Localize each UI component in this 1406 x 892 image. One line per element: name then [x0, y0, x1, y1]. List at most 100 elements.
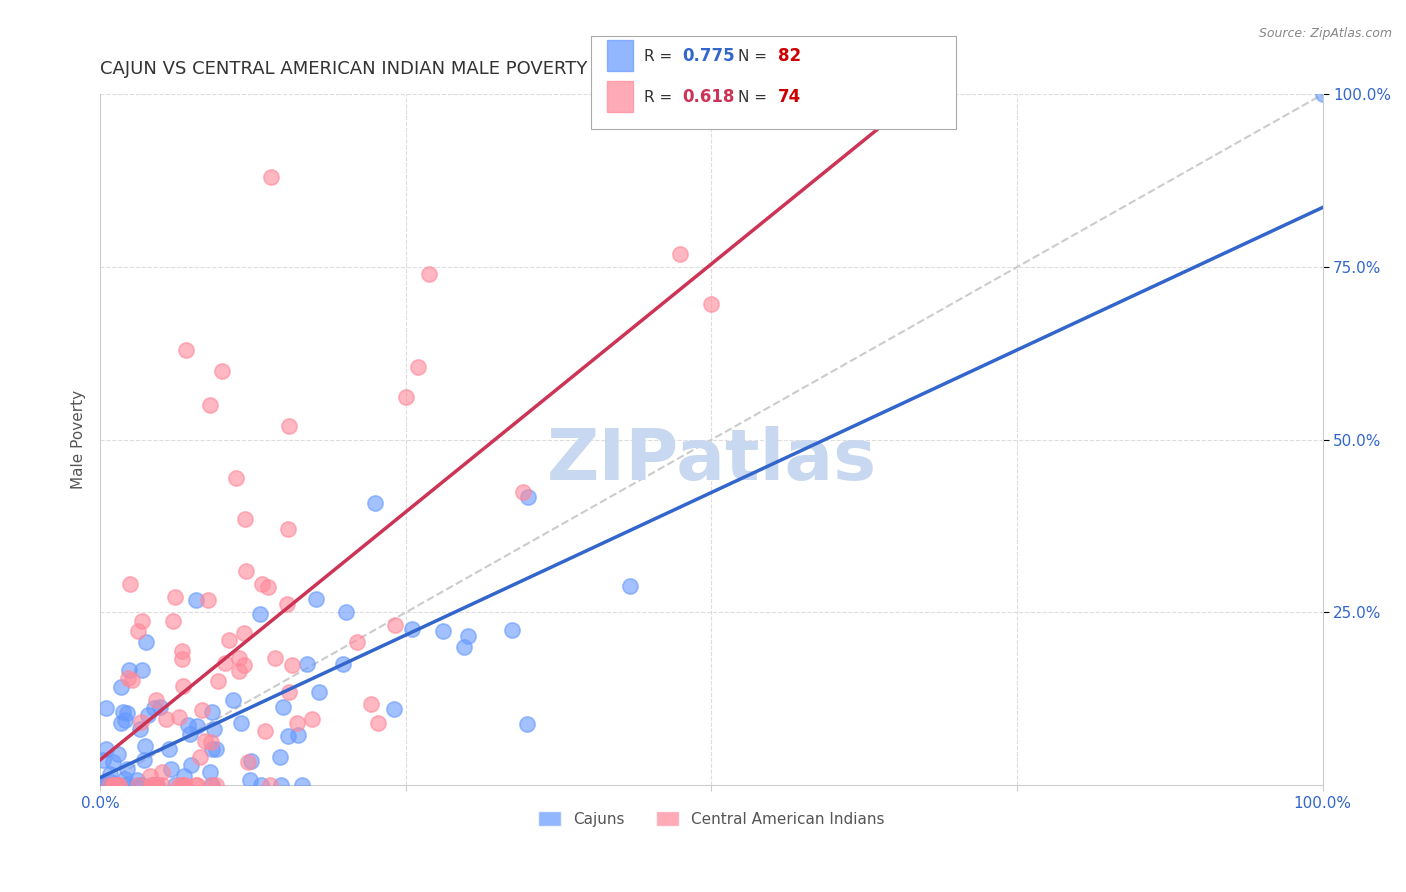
Central American Indians [235, 564, 257, 578]
Cajuns [201, 778, 224, 792]
Text: R =: R = [644, 48, 678, 63]
Cajuns [98, 778, 121, 792]
Cajuns [229, 716, 252, 731]
Cajuns [186, 719, 208, 733]
Cajuns [97, 778, 120, 792]
Cajuns [619, 579, 641, 593]
Cajuns [1312, 87, 1334, 102]
Central American Indians [198, 398, 221, 412]
Cajuns [96, 778, 118, 792]
Central American Indians [170, 644, 193, 658]
Central American Indians [367, 715, 389, 730]
Central American Indians [214, 656, 236, 670]
Central American Indians [280, 658, 302, 673]
Central American Indians [108, 778, 131, 792]
Central American Indians [200, 734, 222, 748]
Central American Indians [131, 614, 153, 628]
Central American Indians [101, 778, 124, 792]
Y-axis label: Male Poverty: Male Poverty [72, 390, 86, 490]
Cajuns [291, 778, 314, 792]
Central American Indians [98, 778, 121, 792]
Cajuns [271, 700, 294, 714]
Central American Indians [138, 769, 160, 783]
Central American Indians [127, 778, 149, 792]
Cajuns [101, 756, 124, 770]
Cajuns [98, 767, 121, 781]
Cajuns [332, 657, 354, 671]
Cajuns [516, 716, 538, 731]
Cajuns [277, 729, 299, 743]
Text: 74: 74 [778, 88, 801, 106]
Central American Indians [142, 778, 165, 792]
Central American Indians [232, 658, 254, 673]
Text: ZIPatlas: ZIPatlas [547, 426, 876, 495]
Central American Indians [228, 650, 250, 665]
Cajuns [163, 778, 186, 792]
Cajuns [115, 778, 138, 792]
Central American Indians [162, 614, 184, 628]
Cajuns [239, 772, 262, 787]
Cajuns [91, 753, 114, 767]
Cajuns [131, 663, 153, 677]
Text: 0.618: 0.618 [682, 88, 734, 106]
Central American Indians [167, 778, 190, 792]
Cajuns [157, 741, 180, 756]
Central American Indians [236, 755, 259, 769]
Central American Indians [277, 685, 299, 699]
Cajuns [117, 706, 139, 721]
Cajuns [110, 715, 132, 730]
Central American Indians [228, 664, 250, 678]
Legend: Cajuns, Central American Indians: Cajuns, Central American Indians [533, 805, 890, 833]
Central American Indians [173, 778, 195, 792]
Cajuns [160, 763, 183, 777]
Central American Indians [197, 593, 219, 607]
Cajuns [131, 778, 153, 792]
Cajuns [90, 778, 112, 792]
Cajuns [179, 727, 201, 741]
Central American Indians [163, 590, 186, 604]
Cajuns [270, 778, 292, 792]
Central American Indians [668, 247, 690, 261]
Central American Indians [146, 778, 169, 792]
Central American Indians [276, 597, 298, 611]
Central American Indians [191, 703, 214, 717]
Cajuns [149, 700, 172, 714]
Cajuns [110, 680, 132, 694]
Cajuns [517, 490, 540, 504]
Central American Indians [172, 679, 194, 693]
Central American Indians [211, 364, 233, 378]
Cajuns [432, 624, 454, 638]
Central American Indians [418, 267, 440, 281]
Cajuns [129, 722, 152, 736]
Central American Indians [169, 709, 191, 723]
Cajuns [204, 741, 226, 756]
Cajuns [222, 693, 245, 707]
Cajuns [382, 702, 405, 716]
Cajuns [134, 739, 156, 754]
Central American Indians [200, 778, 222, 792]
Cajuns [269, 750, 291, 764]
Cajuns [104, 778, 127, 792]
Central American Indians [360, 697, 382, 711]
Cajuns [134, 753, 156, 767]
Central American Indians [700, 297, 723, 311]
Central American Indians [207, 674, 229, 689]
Cajuns [184, 592, 207, 607]
Cajuns [249, 607, 271, 621]
Cajuns [145, 778, 167, 792]
Central American Indians [186, 778, 208, 792]
Cajuns [180, 757, 202, 772]
Cajuns [135, 634, 157, 648]
Central American Indians [150, 765, 173, 780]
Central American Indians [127, 624, 149, 638]
Text: N =: N = [738, 90, 772, 105]
Cajuns [94, 700, 117, 714]
Central American Indians [252, 576, 274, 591]
Cajuns [287, 728, 309, 742]
Central American Indians [346, 635, 368, 649]
Cajuns [118, 663, 141, 677]
Central American Indians [277, 522, 299, 536]
Central American Indians [260, 170, 283, 185]
Central American Indians [174, 343, 197, 357]
Central American Indians [204, 778, 226, 792]
